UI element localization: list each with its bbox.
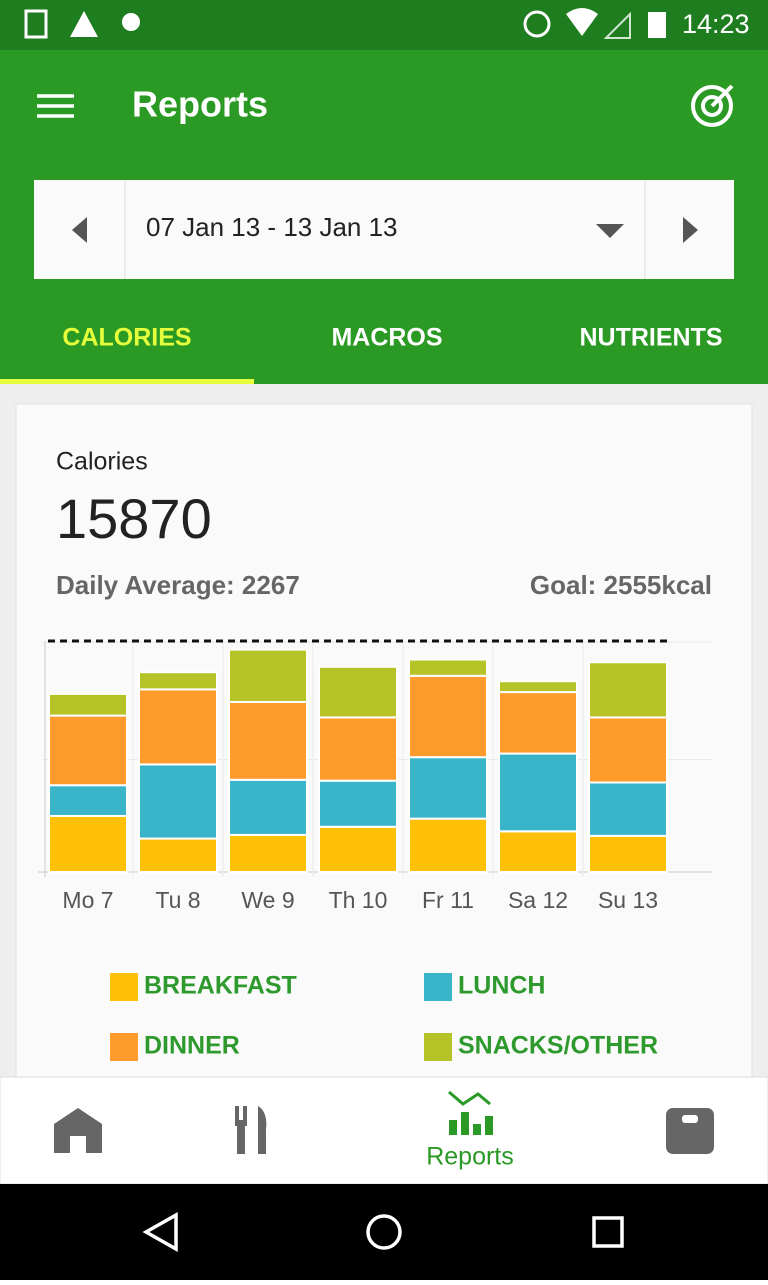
legend-label: DINNER — [144, 1032, 240, 1060]
goal-text: Goal: 2555kcal — [530, 570, 712, 600]
bar-segment — [498, 752, 578, 833]
bar-segment — [408, 756, 488, 820]
bar-segment — [138, 671, 218, 691]
bar-segment — [318, 665, 398, 719]
x-tick-label: Tu 8 — [155, 887, 200, 913]
status-icon — [566, 8, 598, 36]
status-icon — [24, 9, 48, 39]
x-tick-label: We 9 — [241, 887, 294, 913]
bar-segment — [318, 716, 398, 782]
bar-segment — [498, 830, 578, 873]
home-button[interactable] — [54, 1108, 102, 1153]
bar-segment — [498, 680, 578, 694]
bar-segment — [228, 701, 308, 781]
legend-swatch — [424, 973, 452, 1001]
back-button[interactable] — [142, 1211, 178, 1253]
tab-indicator — [0, 379, 254, 384]
legend-swatch — [110, 973, 138, 1001]
bar-segment — [408, 674, 488, 759]
status-time: 14:23 — [682, 9, 750, 39]
status-icon — [70, 11, 98, 37]
bar-segment — [318, 779, 398, 828]
legend-label: LUNCH — [458, 972, 546, 1000]
system-nav — [0, 1184, 768, 1280]
x-tick-label: Th 10 — [329, 887, 388, 913]
x-tick-label: Sa 12 — [508, 887, 568, 913]
bottom-nav — [0, 1076, 768, 1185]
home-system-button[interactable] — [366, 1214, 402, 1250]
bar-segment — [228, 833, 308, 874]
chart: Mo 7 Tu 8 We 9 Th 10 Fr 11 Sa 12 Su 13 BREAKFAS… — [38, 639, 712, 1061]
next-button[interactable] — [683, 217, 698, 243]
bar-segment — [498, 691, 578, 755]
status-icon — [523, 10, 551, 38]
bar-segment — [138, 837, 218, 874]
bar-segment — [138, 763, 218, 840]
x-tick-label: Su 13 — [598, 887, 658, 913]
bar-segment — [228, 648, 308, 704]
card-total: 15870 — [56, 487, 212, 550]
dropdown-arrow[interactable] — [596, 224, 624, 238]
legend-swatch — [424, 1033, 452, 1061]
date-range[interactable]: 07 Jan 13 - 13 Jan 13 — [146, 212, 398, 242]
bar-segment — [48, 814, 128, 873]
status-icon — [603, 11, 631, 39]
menu-button[interactable] — [37, 94, 74, 118]
card-label: Calories — [56, 448, 148, 476]
reports-button[interactable] — [448, 1090, 493, 1135]
bar-segment — [588, 834, 668, 874]
goal-button[interactable] — [691, 84, 734, 127]
nav-label[interactable]: Reports — [426, 1143, 514, 1171]
bar-segment — [588, 716, 668, 784]
bar-segment — [228, 778, 308, 836]
scale-button[interactable] — [666, 1108, 714, 1154]
bar-segment — [48, 714, 128, 787]
bar-segment — [588, 781, 668, 837]
bar-segment — [318, 825, 398, 873]
status-icon — [122, 13, 140, 31]
bar-segment — [408, 817, 488, 873]
legend-swatch — [110, 1033, 138, 1061]
legend-label: BREAKFAST — [144, 972, 297, 1000]
status-icon — [648, 12, 666, 38]
recents-button[interactable] — [592, 1216, 624, 1248]
daily-average: Daily Average: 2267 — [56, 570, 300, 600]
x-tick-label: Mo 7 — [62, 887, 113, 913]
bar-segment — [48, 692, 128, 717]
bar-segment — [138, 688, 218, 766]
tab[interactable]: MACROS — [331, 324, 442, 352]
bar-segment — [408, 658, 488, 677]
x-tick-label: Fr 11 — [422, 887, 474, 913]
app-title: Reports — [132, 84, 268, 125]
legend-label: SNACKS/OTHER — [458, 1032, 658, 1060]
bar-segment — [48, 784, 128, 817]
bar-segment — [588, 661, 668, 719]
tab[interactable]: NUTRIENTS — [579, 324, 722, 352]
diary-button[interactable] — [235, 1106, 267, 1154]
scale-icon — [682, 1115, 698, 1123]
tab[interactable]: CALORIES — [62, 324, 191, 352]
prev-button[interactable] — [72, 217, 87, 243]
